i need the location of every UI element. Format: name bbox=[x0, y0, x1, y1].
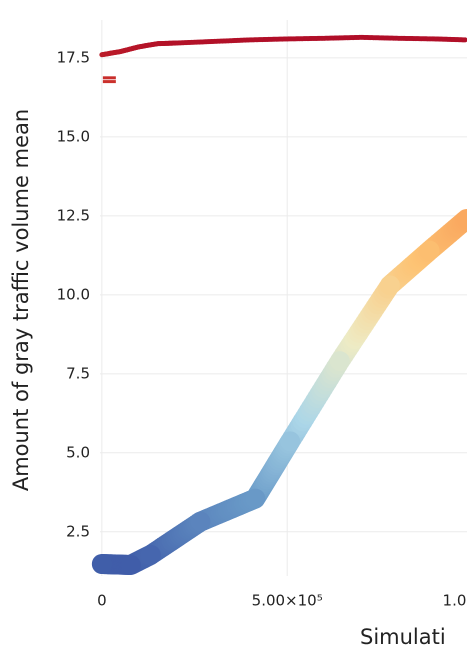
point bbox=[120, 554, 141, 575]
y-tick-label: 2.5 bbox=[66, 522, 90, 540]
point bbox=[432, 36, 438, 42]
x-tick-label: 1.00 bbox=[443, 592, 467, 610]
point bbox=[247, 37, 253, 43]
x-axis-label: Simulati bbox=[360, 625, 446, 649]
point bbox=[358, 34, 364, 40]
x-tick-label: 5.00×10⁵ bbox=[252, 592, 323, 610]
point bbox=[154, 41, 160, 47]
point bbox=[190, 511, 211, 532]
y-tick-label: 7.5 bbox=[66, 364, 90, 382]
y-tick-label: 12.5 bbox=[57, 206, 90, 224]
point bbox=[321, 35, 327, 41]
point bbox=[91, 553, 112, 574]
point bbox=[419, 240, 440, 261]
y-tick-label: 10.0 bbox=[57, 285, 90, 303]
point bbox=[280, 431, 301, 452]
y-tick-label: 17.5 bbox=[57, 48, 90, 66]
y-tick-label: 5.0 bbox=[66, 443, 90, 461]
point bbox=[136, 44, 142, 50]
x-tick-label: 0 bbox=[97, 592, 107, 610]
point bbox=[117, 49, 123, 55]
point bbox=[210, 38, 216, 44]
y-tick-label: 15.0 bbox=[57, 127, 90, 145]
point bbox=[462, 37, 467, 43]
point bbox=[284, 36, 290, 42]
y-axis-label: Amount of gray traffic volume mean bbox=[9, 109, 33, 491]
point bbox=[329, 351, 350, 372]
point bbox=[395, 35, 401, 41]
point bbox=[245, 488, 266, 509]
point bbox=[456, 209, 467, 230]
point bbox=[99, 52, 105, 58]
point bbox=[379, 275, 400, 296]
point bbox=[173, 40, 179, 46]
point bbox=[140, 544, 161, 565]
